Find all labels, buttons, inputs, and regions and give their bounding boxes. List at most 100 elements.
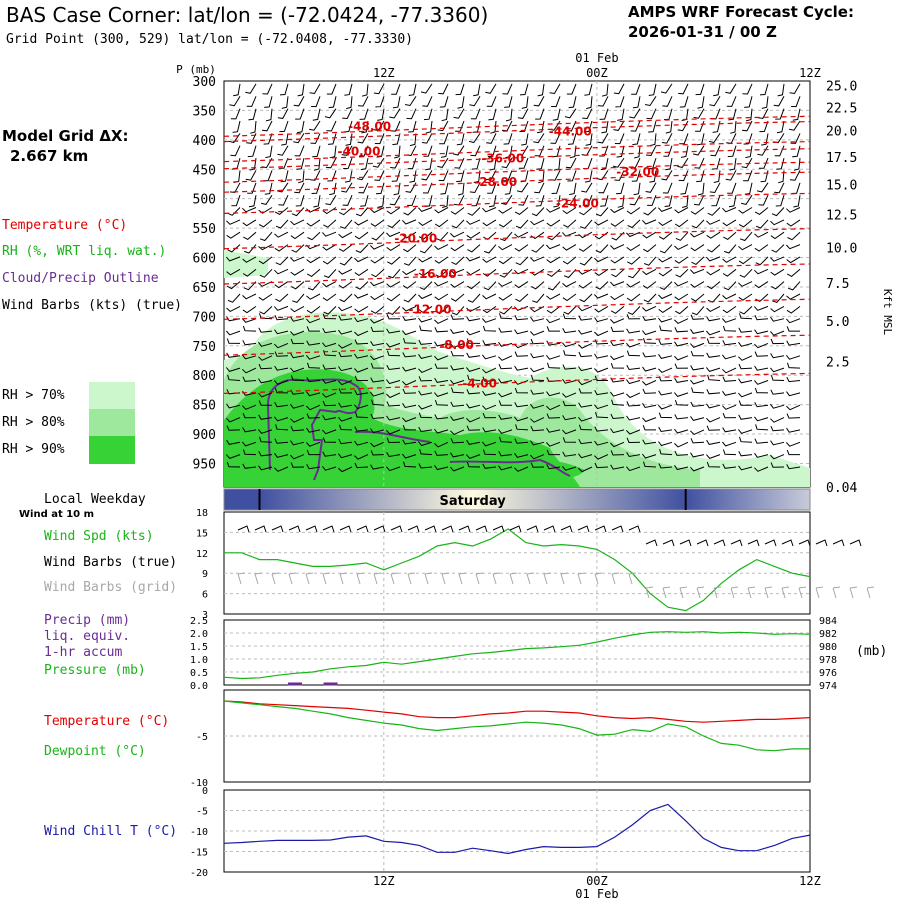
wind-barb	[275, 424, 289, 431]
wind-barb	[648, 120, 657, 133]
wind-barb	[725, 170, 737, 181]
wind-barb	[338, 281, 353, 289]
wind-barb	[306, 293, 321, 300]
wind-barb	[674, 318, 689, 324]
wind-barb	[759, 83, 769, 96]
wind-barb	[242, 449, 257, 456]
wind-barb	[402, 453, 417, 459]
height-tick-label: 12.5	[826, 209, 857, 224]
wind-barb	[530, 425, 545, 432]
isotherm-label: -44.00	[549, 125, 592, 139]
wind-barb	[514, 466, 529, 472]
wind-barb	[626, 379, 641, 385]
wind-barb	[610, 341, 625, 347]
wind-barb	[642, 439, 657, 445]
wind-barb	[434, 450, 449, 456]
wind-barb	[226, 352, 241, 358]
wind-barb	[386, 293, 401, 302]
wind-barb	[402, 315, 417, 321]
wind-barb	[690, 379, 705, 385]
wind-barb	[402, 244, 417, 253]
wind-barb	[355, 244, 369, 254]
wind-barb	[354, 231, 369, 240]
wind-barb	[258, 293, 273, 301]
wind-barb	[594, 268, 609, 277]
wind-barb	[578, 231, 593, 239]
wind-barb	[370, 341, 385, 347]
wind-barb	[738, 355, 753, 361]
wind-barb	[260, 194, 273, 205]
wind-barb	[626, 364, 641, 371]
wind-barb	[521, 96, 529, 109]
wind-barb	[482, 318, 497, 323]
wind-barb	[226, 330, 241, 336]
wind-barb-field	[226, 83, 801, 473]
wind-barb	[356, 170, 369, 181]
isotherm-line	[223, 161, 811, 183]
wind-barb	[296, 157, 305, 170]
wind-barb	[634, 145, 641, 159]
wind-barb	[354, 353, 369, 359]
wind-barb	[690, 293, 705, 302]
wind-barb	[774, 182, 785, 194]
wind-barb	[674, 428, 689, 434]
wind-barb	[467, 293, 481, 303]
wind-barb	[498, 207, 513, 214]
wind-barb	[450, 281, 465, 288]
wind-barb	[711, 195, 721, 207]
wind-barb	[258, 256, 273, 265]
pressure-tick-label: 550	[193, 222, 216, 237]
wind-barb	[322, 244, 337, 251]
height-tick-label: 20.0	[826, 124, 857, 139]
wind-barb	[451, 306, 465, 316]
wind-barb	[690, 281, 705, 288]
isotherm-label: -40.00	[337, 145, 380, 159]
wind-barb	[711, 157, 721, 170]
wind-barb	[754, 231, 769, 238]
wind-barb	[680, 145, 689, 158]
wind-barb	[674, 281, 689, 287]
wind-barb	[439, 133, 449, 145]
wind-barb	[739, 313, 753, 320]
wind-barb	[580, 219, 593, 229]
wind-barb	[583, 120, 593, 133]
grid-wind-barb	[237, 572, 246, 585]
wind-barb	[722, 441, 737, 447]
wind-barb	[562, 465, 577, 471]
wind-barb	[242, 219, 257, 227]
wind-barb	[516, 182, 529, 193]
wind-barb	[261, 120, 273, 132]
grid-wind-barb	[475, 572, 484, 585]
wind-barb	[628, 525, 641, 533]
legend-rh: RH (%, WRT liq. wat.)	[2, 244, 167, 259]
wind-barb	[370, 293, 385, 301]
wind-barb	[658, 317, 673, 323]
wind-barb	[770, 305, 785, 313]
wind-barb	[658, 441, 673, 447]
wind-barb	[690, 429, 705, 435]
wind-barb	[645, 145, 657, 157]
wind-barb	[743, 133, 753, 145]
wind-barb	[610, 464, 625, 470]
wind-barb	[546, 244, 561, 250]
wind-barb	[530, 375, 545, 381]
wind-barb	[708, 133, 721, 144]
wind-barb	[649, 170, 657, 183]
wind-barb	[674, 465, 689, 471]
wind-barb	[792, 145, 801, 158]
wind-barb	[505, 145, 513, 159]
wind-barb	[643, 293, 657, 303]
wind-barb	[370, 219, 385, 227]
precip-pressure-frame	[223, 619, 811, 686]
wind-tick-label: 9	[202, 569, 208, 580]
wind-barb	[258, 465, 273, 471]
wind-barb	[466, 338, 481, 344]
wind-barb	[420, 83, 433, 94]
wind-barb	[258, 244, 273, 251]
wind-barb	[486, 133, 497, 144]
wind-barb	[642, 315, 657, 321]
precip-pressure-tick-label: 2.0	[190, 629, 208, 640]
wind-barb	[482, 412, 497, 419]
wind-barb	[757, 145, 769, 156]
wind-barb	[594, 426, 609, 432]
